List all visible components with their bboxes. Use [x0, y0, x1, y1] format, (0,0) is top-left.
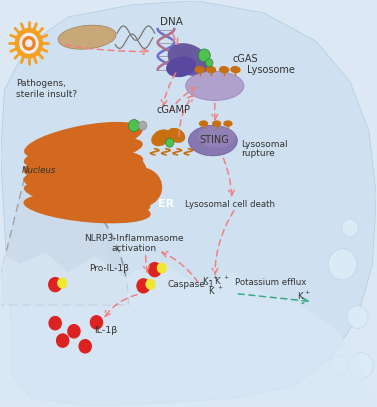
Circle shape [48, 316, 62, 330]
Ellipse shape [230, 66, 241, 73]
Ellipse shape [186, 71, 244, 101]
Ellipse shape [28, 165, 63, 193]
Ellipse shape [199, 120, 208, 127]
Circle shape [90, 315, 103, 330]
Text: K: K [208, 287, 214, 295]
Text: Nucleus: Nucleus [21, 166, 56, 175]
Circle shape [138, 121, 147, 130]
Text: K: K [202, 277, 208, 286]
Text: Pro-IL-1β: Pro-IL-1β [89, 264, 129, 273]
Text: Lysosomal cell death: Lysosomal cell death [185, 200, 275, 209]
Text: Pathogens,: Pathogens, [16, 79, 66, 88]
Text: STING: STING [200, 136, 230, 145]
Circle shape [342, 219, 358, 237]
Ellipse shape [151, 129, 171, 146]
Ellipse shape [168, 43, 209, 76]
Ellipse shape [28, 141, 86, 177]
Ellipse shape [166, 57, 196, 77]
Circle shape [136, 278, 150, 293]
Circle shape [15, 28, 43, 59]
Ellipse shape [212, 120, 221, 127]
Text: +: + [304, 289, 310, 295]
Wedge shape [0, 164, 129, 305]
Circle shape [157, 263, 167, 274]
Text: K: K [297, 292, 303, 301]
Ellipse shape [23, 150, 143, 180]
Text: +: + [224, 275, 229, 280]
Ellipse shape [80, 149, 147, 197]
Text: +: + [212, 275, 218, 280]
Ellipse shape [32, 128, 105, 166]
Circle shape [146, 279, 156, 290]
Ellipse shape [206, 66, 216, 73]
Ellipse shape [223, 120, 233, 127]
Ellipse shape [43, 187, 109, 220]
Text: K: K [214, 277, 219, 286]
Circle shape [328, 249, 357, 280]
Text: DNA: DNA [160, 17, 183, 27]
Ellipse shape [23, 170, 151, 201]
Ellipse shape [188, 125, 238, 156]
Circle shape [329, 356, 348, 376]
Circle shape [56, 333, 69, 348]
Text: sterile insult?: sterile insult? [16, 90, 77, 99]
Ellipse shape [24, 122, 143, 160]
Text: ER: ER [158, 199, 174, 209]
Ellipse shape [24, 181, 150, 214]
Ellipse shape [117, 167, 162, 208]
Circle shape [57, 278, 67, 289]
Circle shape [48, 277, 62, 292]
Polygon shape [1, 252, 376, 406]
Circle shape [67, 324, 81, 339]
Ellipse shape [23, 193, 151, 223]
Circle shape [25, 39, 33, 47]
Circle shape [147, 262, 162, 277]
Text: IL-1β: IL-1β [95, 326, 118, 335]
Text: Potassium efflux: Potassium efflux [236, 278, 307, 287]
Text: cGAMP: cGAMP [156, 105, 190, 116]
Text: +: + [218, 284, 223, 290]
Ellipse shape [195, 66, 205, 73]
Circle shape [19, 33, 38, 54]
Circle shape [22, 36, 35, 50]
Ellipse shape [198, 125, 236, 148]
Circle shape [129, 120, 139, 132]
Ellipse shape [58, 25, 116, 49]
Circle shape [78, 339, 92, 354]
Text: Lysosomal: Lysosomal [241, 140, 288, 149]
Wedge shape [0, 175, 117, 305]
Text: Caspase-1: Caspase-1 [168, 280, 215, 289]
Circle shape [198, 49, 210, 62]
Text: cGAS: cGAS [233, 55, 259, 64]
Text: NLRP3-Inflammasome: NLRP3-Inflammasome [84, 234, 184, 243]
Text: rupture: rupture [241, 149, 275, 158]
Circle shape [347, 306, 368, 328]
Circle shape [166, 138, 174, 147]
Text: activation: activation [112, 243, 156, 253]
Ellipse shape [219, 66, 230, 73]
Text: Lysosome: Lysosome [247, 65, 294, 75]
Ellipse shape [167, 128, 185, 143]
Circle shape [205, 59, 213, 67]
Circle shape [349, 353, 373, 379]
Ellipse shape [24, 137, 143, 168]
